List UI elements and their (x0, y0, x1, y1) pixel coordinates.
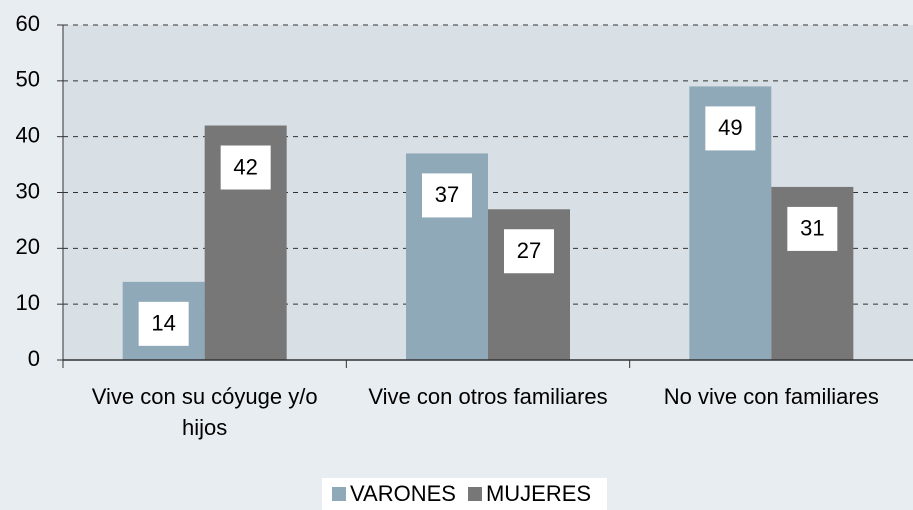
y-tick-label: 10 (16, 290, 40, 315)
data-label: 37 (435, 182, 459, 207)
legend-item: MUJERES (467, 481, 592, 507)
y-tick-label: 40 (16, 122, 40, 147)
data-label-box (422, 173, 472, 218)
data-label: 49 (718, 115, 742, 140)
legend: VARONES MUJERES (322, 478, 608, 510)
y-tick-label: 60 (16, 11, 40, 36)
legend-label: VARONES (350, 481, 456, 506)
data-label: 31 (800, 216, 824, 241)
y-tick-label: 20 (16, 234, 40, 259)
data-label-box (705, 106, 756, 151)
data-label-box (787, 206, 838, 251)
y-tick-label: 0 (28, 346, 40, 371)
legend-item: VARONES (332, 481, 456, 507)
y-tick-label: 30 (16, 178, 40, 203)
x-tick-label: Vive con otros familiares (368, 384, 608, 409)
data-label-box (220, 145, 271, 190)
x-tick-label: No vive con familiares (663, 384, 879, 409)
data-label: 14 (151, 311, 175, 336)
data-label-box (138, 301, 189, 346)
data-label-box (504, 229, 554, 274)
legend-label: MUJERES (485, 481, 592, 506)
legend-swatch (467, 487, 482, 501)
data-label: 42 (233, 154, 257, 179)
legend-swatch (332, 487, 346, 501)
y-tick-label: 50 (16, 67, 40, 92)
x-tick-label: Vive con su cóyuge y/o hijos (91, 384, 318, 440)
data-label: 27 (517, 238, 541, 263)
